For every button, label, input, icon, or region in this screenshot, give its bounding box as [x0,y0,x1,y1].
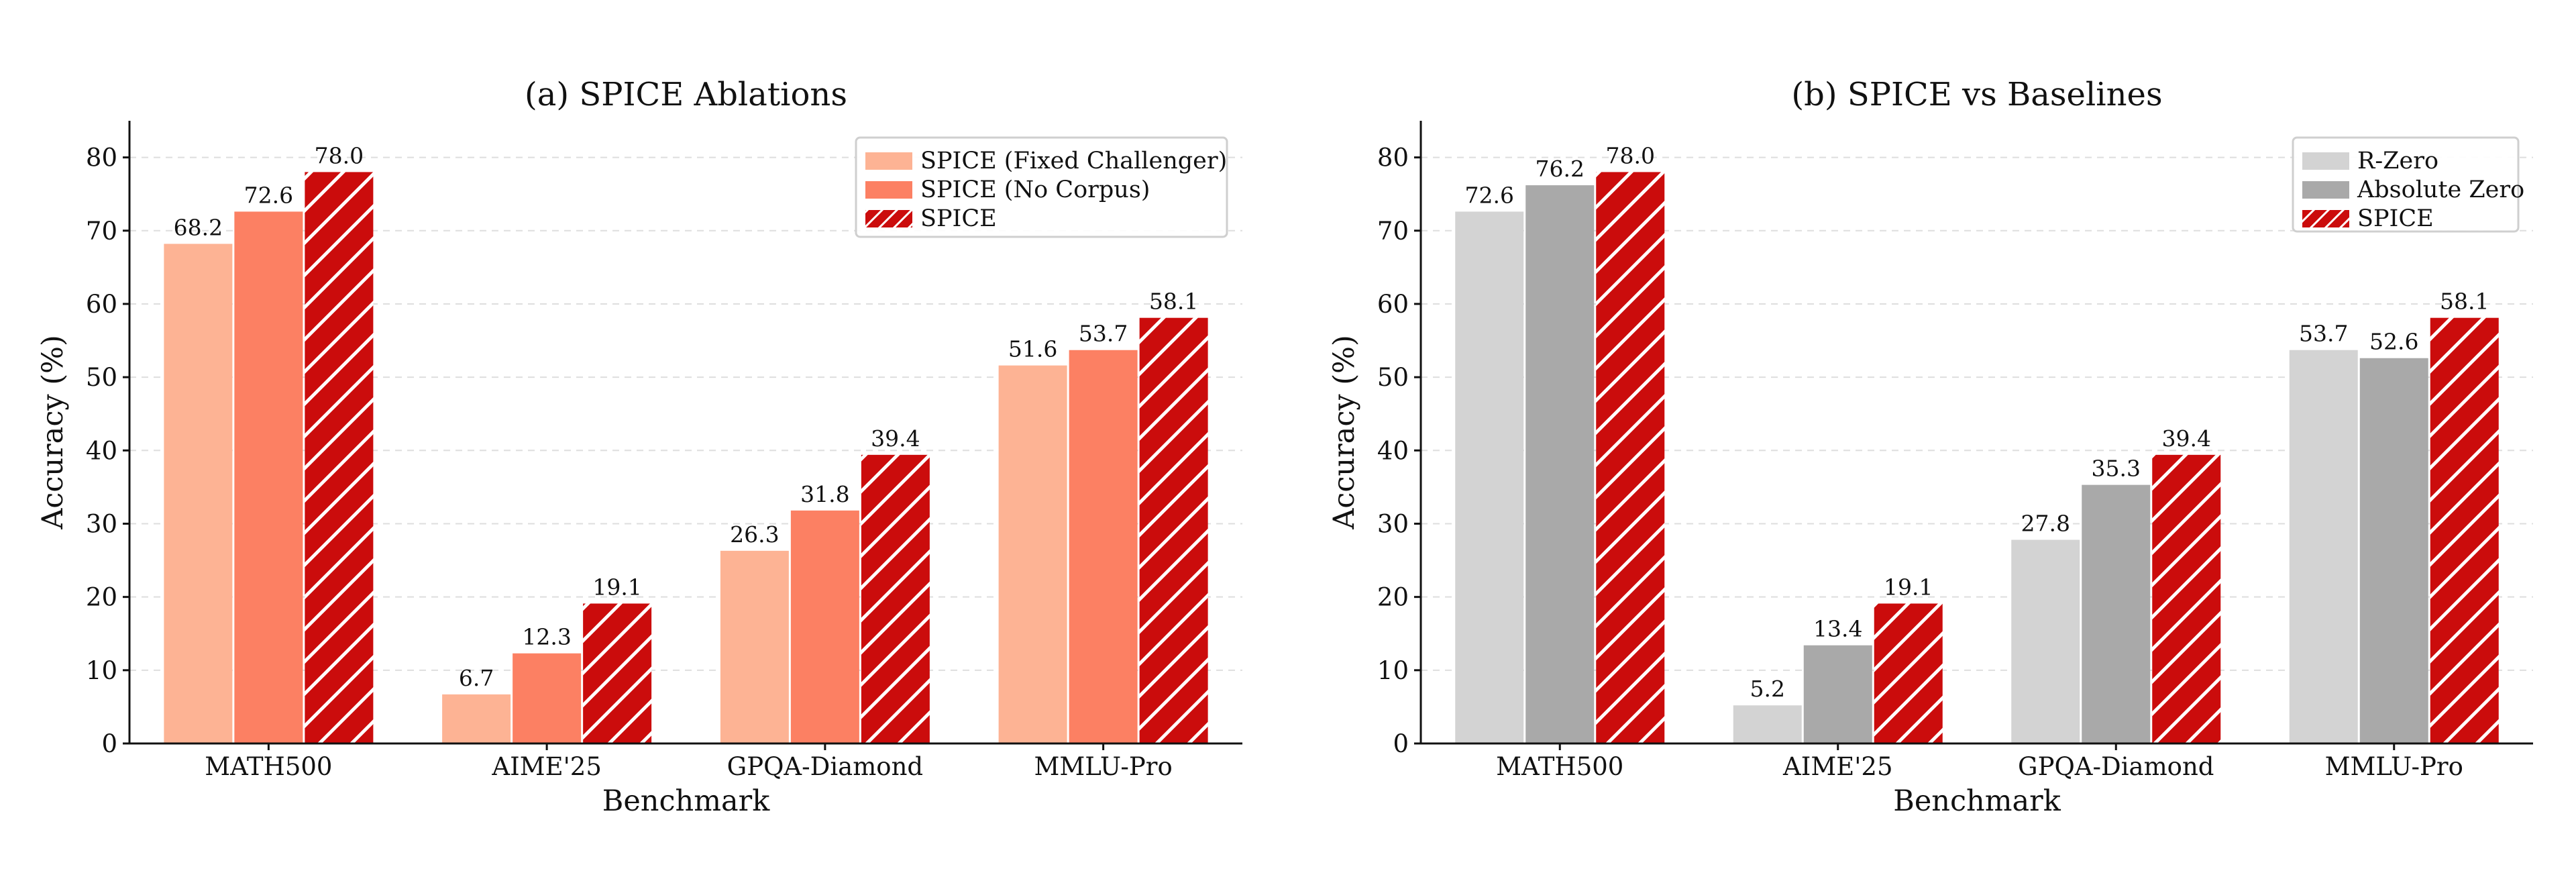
y-tick-label: 20 [86,583,117,612]
data-label: 19.1 [592,574,641,600]
data-label: 72.6 [244,182,293,208]
y-tick-label: 70 [86,217,117,246]
y-axis-label: Accuracy (%) [1328,335,1361,530]
x-tick-label: MATH500 [1496,752,1623,781]
bar-3-4 [1139,317,1208,743]
bar-3-1 [1596,172,1665,743]
bar-1-3 [720,550,789,743]
bar-2-4 [1069,350,1138,743]
y-tick-label: 60 [1377,290,1409,319]
legend-label: SPICE [920,205,997,232]
legend-swatch [865,210,912,227]
chart-panel-2: 72.6 5.2 27.8 53.7 76.2 13.4 35.3 52.6 78.0 19.1 3… [1328,76,2533,818]
y-tick-label: 30 [86,509,117,538]
data-label: 53.7 [2299,321,2348,347]
x-tick-label: MMLU-Pro [2325,752,2463,781]
bar-3-4 [2430,317,2499,743]
bar-3-1 [305,172,374,743]
legend-label: Absolute Zero [2357,176,2524,203]
y-tick-label: 0 [1393,729,1409,758]
data-label: 13.4 [1813,616,1862,642]
data-label: 27.8 [2021,510,2070,536]
bar-1-4 [998,365,1067,743]
bar-1-2 [442,694,511,743]
chart-title: (b) SPICE vs Baselines [1791,76,2162,113]
y-tick-label: 10 [1377,656,1409,685]
x-tick-label: MATH500 [205,752,332,781]
legend-label: R-Zero [2357,148,2438,174]
y-tick-label: 80 [86,144,117,172]
chart-panel-1: 68.2 6.7 26.3 51.6 72.6 12.3 31.8 53.7 78.0 19.1 3… [36,76,1242,818]
chart-title: (a) SPICE Ablations [525,76,847,113]
data-label: 78.0 [315,142,364,168]
bar-1-4 [2289,350,2358,743]
y-tick-label: 80 [1377,144,1409,172]
legend-swatch [2302,152,2349,170]
data-label: 26.3 [730,521,779,548]
bar-2-3 [2082,484,2151,743]
legend: SPICE (Fixed Challenger)SPICE (No Corpus… [855,136,1228,238]
bar-3-2 [1874,603,1943,743]
x-tick-label: AIME'25 [1782,752,1892,781]
legend-swatch [865,181,912,199]
x-tick-label: GPQA-Diamond [727,752,923,781]
y-axis-label: Accuracy (%) [36,335,70,530]
y-tick-label: 0 [101,729,117,758]
data-label: 58.1 [1149,289,1198,315]
bar-1-1 [164,244,233,743]
y-tick-label: 10 [86,656,117,685]
x-tick-label: GPQA-Diamond [2018,752,2214,781]
y-tick-label: 50 [1377,363,1409,392]
legend-label: SPICE [2357,205,2434,232]
y-tick-label: 50 [86,363,117,392]
y-tick-label: 30 [1377,509,1409,538]
legend-label: SPICE (No Corpus) [920,176,1150,203]
bar-1-2 [1733,705,1802,743]
data-label: 51.6 [1008,336,1057,362]
data-label: 53.7 [1079,321,1128,347]
data-label: 58.1 [2440,289,2489,315]
bar-3-2 [583,603,652,743]
bar-3-3 [861,454,930,743]
legend-box [855,136,1228,238]
legend-swatch [2302,210,2349,227]
legend-swatch [2302,181,2349,199]
bar-1-1 [1455,211,1524,744]
bar-2-2 [1803,645,1872,743]
x-axis-label: Benchmark [1893,784,2061,818]
data-label: 12.3 [522,624,571,650]
bar-2-1 [1525,185,1595,743]
bar-3-3 [2152,454,2221,743]
y-tick-label: 40 [86,436,117,465]
x-tick-label: MMLU-Pro [1034,752,1173,781]
data-label: 68.2 [174,214,223,240]
data-label: 5.2 [1750,676,1785,702]
y-tick-label: 60 [86,290,117,319]
data-label: 76.2 [1536,156,1585,182]
data-label: 39.4 [2162,425,2211,452]
data-label: 39.4 [871,425,920,452]
data-label: 19.1 [1884,574,1933,600]
x-tick-label: AIME'25 [491,752,601,781]
legend-label: SPICE (Fixed Challenger) [920,148,1227,174]
bar-2-2 [513,653,582,743]
bar-2-1 [234,211,303,744]
data-label: 72.6 [1465,182,1514,208]
data-label: 78.0 [1606,142,1655,168]
legend-swatch [865,152,912,170]
bar-1-3 [2011,539,2080,743]
bar-2-3 [790,510,859,743]
y-tick-label: 40 [1377,436,1409,465]
bar-2-4 [2359,358,2428,743]
y-tick-label: 70 [1377,217,1409,246]
data-label: 6.7 [459,665,494,691]
data-label: 35.3 [2092,456,2141,482]
x-axis-label: Benchmark [602,784,770,818]
data-label: 52.6 [2369,329,2418,355]
data-label: 31.8 [800,481,849,507]
y-tick-label: 20 [1377,583,1409,612]
